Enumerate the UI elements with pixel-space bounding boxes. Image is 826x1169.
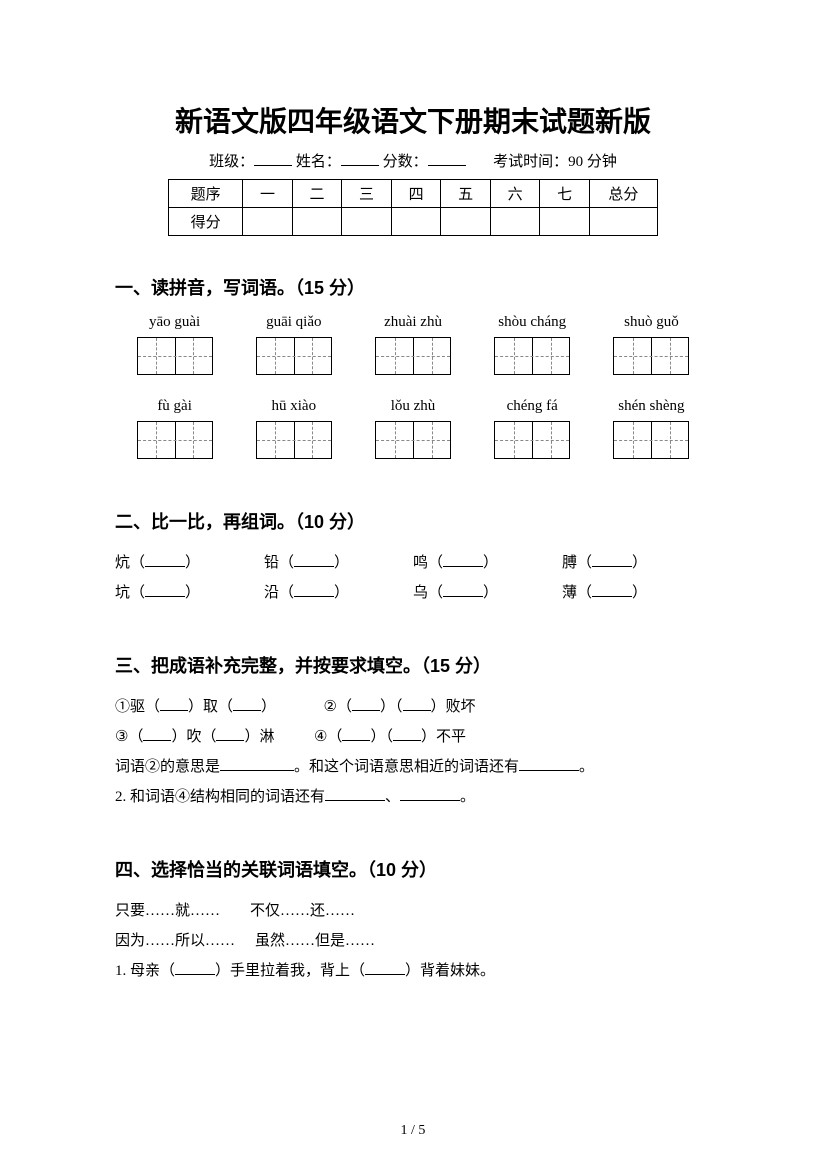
char-box[interactable]	[494, 421, 570, 459]
answer-blank[interactable]	[145, 553, 185, 567]
section-1: 一、读拼音，写词语。（15 分） yāo guài guāi qiǎo zhuà…	[115, 274, 711, 464]
q2-char: 铅	[264, 555, 279, 571]
class-blank[interactable]	[254, 152, 292, 166]
answer-blank[interactable]	[145, 583, 185, 597]
score-cell: 一	[243, 180, 293, 208]
pinyin: shén shèng	[592, 398, 711, 415]
q3-line1: ①驱（）取（） ②（）（）败坏	[115, 692, 711, 722]
q2-char: 炕	[115, 555, 130, 571]
page-title: 新语文版四年级语文下册期末试题新版	[115, 100, 711, 140]
answer-blank[interactable]	[294, 553, 334, 567]
q2-char: 乌	[413, 585, 428, 601]
time-value: 90 分钟	[568, 154, 617, 170]
time-label: 考试时间：	[493, 154, 568, 170]
section-1-heading: 一、读拼音，写词语。（15 分）	[115, 274, 711, 300]
char-box[interactable]	[137, 337, 213, 375]
name-label: 姓名：	[296, 154, 341, 170]
page-number: 1 / 5	[0, 1123, 826, 1139]
score-cell: 三	[342, 180, 392, 208]
score-cell: 四	[391, 180, 441, 208]
answer-blank[interactable]	[443, 553, 483, 567]
answer-blank[interactable]	[393, 727, 421, 741]
char-box[interactable]	[613, 337, 689, 375]
section-3-heading: 三、把成语补充完整，并按要求填空。（15 分）	[115, 652, 711, 678]
pinyin: shòu cháng	[473, 314, 592, 331]
q3-line4: 2. 和词语④结构相同的词语还有、。	[115, 782, 711, 812]
score-cell: 题序	[169, 180, 243, 208]
pinyin: fù gài	[115, 398, 234, 415]
score-cell: 七	[540, 180, 590, 208]
char-box[interactable]	[137, 421, 213, 459]
q2-char: 沿	[264, 585, 279, 601]
q3-line2: ③（）吹（）淋 ④（）（）不平	[115, 722, 711, 752]
answer-blank[interactable]	[592, 553, 632, 567]
score-input[interactable]	[342, 208, 392, 236]
pinyin: lǒu zhù	[353, 398, 472, 415]
section-2: 二、比一比，再组词。（10 分） 炕（） 铅（） 鸣（） 膊（） 坑（） 沿（）…	[115, 508, 711, 608]
answer-blank[interactable]	[175, 961, 215, 975]
score-input[interactable]	[441, 208, 491, 236]
score-input[interactable]	[589, 208, 657, 236]
score-input[interactable]	[490, 208, 540, 236]
q2-char: 鸣	[413, 555, 428, 571]
answer-blank[interactable]	[403, 697, 431, 711]
score-input[interactable]	[243, 208, 293, 236]
score-cell: 二	[292, 180, 342, 208]
q4-options-1: 只要……就……不仅……还……	[115, 896, 711, 926]
q4-q1: 1. 母亲（）手里拉着我，背上（）背着妹妹。	[115, 956, 711, 986]
pinyin-row-2: fù gài hū xiào lǒu zhù chéng fá shén shè…	[115, 398, 711, 464]
section-4: 四、选择恰当的关联词语填空。（10 分） 只要……就……不仅……还…… 因为………	[115, 856, 711, 986]
q2-char: 薄	[562, 585, 577, 601]
answer-blank[interactable]	[220, 757, 294, 771]
answer-blank[interactable]	[216, 727, 244, 741]
score-blank[interactable]	[428, 152, 466, 166]
pinyin: chéng fá	[473, 398, 592, 415]
q2-char: 坑	[115, 585, 130, 601]
answer-blank[interactable]	[400, 787, 460, 801]
char-box[interactable]	[256, 421, 332, 459]
answer-blank[interactable]	[519, 757, 579, 771]
pinyin: shuò guǒ	[592, 314, 711, 331]
name-blank[interactable]	[341, 152, 379, 166]
char-box[interactable]	[375, 421, 451, 459]
char-box[interactable]	[613, 421, 689, 459]
meta-line: 班级： 姓名： 分数： 考试时间：90 分钟	[115, 150, 711, 171]
pinyin: hū xiào	[234, 398, 353, 415]
section-4-heading: 四、选择恰当的关联词语填空。（10 分）	[115, 856, 711, 882]
section-2-heading: 二、比一比，再组词。（10 分）	[115, 508, 711, 534]
score-input[interactable]	[391, 208, 441, 236]
pinyin: guāi qiǎo	[234, 314, 353, 331]
answer-blank[interactable]	[365, 961, 405, 975]
score-cell: 五	[441, 180, 491, 208]
score-cell: 六	[490, 180, 540, 208]
score-cell: 总分	[589, 180, 657, 208]
char-box[interactable]	[494, 337, 570, 375]
char-box[interactable]	[375, 337, 451, 375]
pinyin-row-1: yāo guài guāi qiǎo zhuài zhù shòu cháng …	[115, 314, 711, 380]
section-3: 三、把成语补充完整，并按要求填空。（15 分） ①驱（）取（） ②（）（）败坏 …	[115, 652, 711, 812]
char-box[interactable]	[256, 337, 332, 375]
pinyin: yāo guài	[115, 314, 234, 331]
class-label: 班级：	[209, 154, 254, 170]
answer-blank[interactable]	[443, 583, 483, 597]
answer-blank[interactable]	[294, 583, 334, 597]
answer-blank[interactable]	[233, 697, 261, 711]
score-cell: 得分	[169, 208, 243, 236]
q2-char: 膊	[562, 555, 577, 571]
answer-blank[interactable]	[325, 787, 385, 801]
answer-blank[interactable]	[342, 727, 370, 741]
q2-row-a: 炕（） 铅（） 鸣（） 膊（）	[115, 548, 711, 578]
score-input[interactable]	[292, 208, 342, 236]
score-label: 分数：	[383, 154, 428, 170]
answer-blank[interactable]	[160, 697, 188, 711]
q4-options-2: 因为……所以……虽然……但是……	[115, 926, 711, 956]
score-table: 题序 一 二 三 四 五 六 七 总分 得分	[168, 179, 658, 236]
q3-line3: 词语②的意思是。和这个词语意思相近的词语还有。	[115, 752, 711, 782]
score-input[interactable]	[540, 208, 590, 236]
answer-blank[interactable]	[143, 727, 171, 741]
pinyin: zhuài zhù	[353, 314, 472, 331]
answer-blank[interactable]	[352, 697, 380, 711]
q2-row-b: 坑（） 沿（） 乌（） 薄（）	[115, 578, 711, 608]
answer-blank[interactable]	[592, 583, 632, 597]
